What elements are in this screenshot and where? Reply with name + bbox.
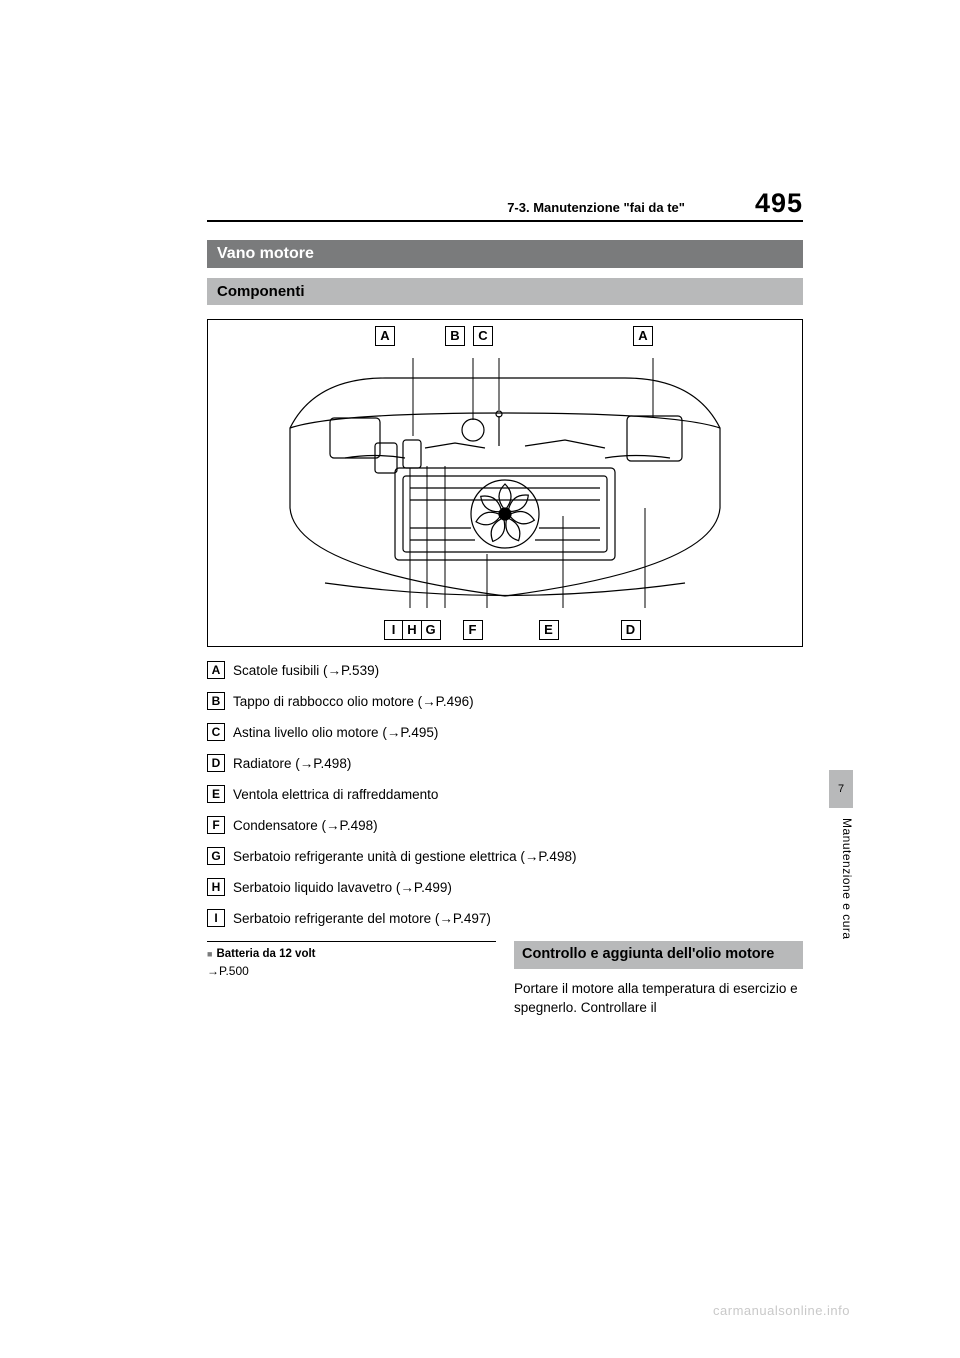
component-list: A Scatole fusibili (→P.539) B Tappo di rab… <box>207 661 803 927</box>
component-letter: C <box>207 723 225 741</box>
component-text: Condensatore (→P.498) <box>233 818 378 833</box>
engine-diagram-frame: A B C A <box>207 319 803 647</box>
component-text: Scatole fusibili (→P.539) <box>233 663 379 678</box>
diagram-label: A <box>633 326 653 346</box>
section-path: 7-3. Manutenzione "fai da te" <box>507 200 685 215</box>
diagram-bottom-labels: I H G F E D <box>263 620 747 640</box>
list-item: F Condensatore (→P.498) <box>207 816 803 834</box>
list-item: D Radiatore (→P.498) <box>207 754 803 772</box>
subsection-title-bar: Componenti <box>207 278 803 305</box>
component-text: Serbatoio liquido lavavetro (→P.499) <box>233 880 452 895</box>
component-letter: E <box>207 785 225 803</box>
component-text: Astina livello olio motore (→P.495) <box>233 725 438 740</box>
component-text: Ventola elettrica di raffreddamento <box>233 787 438 802</box>
right-column: Controllo e aggiunta dell'olio motore Po… <box>514 941 803 1018</box>
diagram-label: H <box>402 620 422 640</box>
list-item: E Ventola elettrica di raffreddamento <box>207 785 803 803</box>
diagram-label: D <box>621 620 641 640</box>
right-body-text: Portare il motore alla temperatura di es… <box>514 979 803 1018</box>
right-subsection-heading: Controllo e aggiunta dell'olio motore <box>514 941 803 969</box>
chapter-side-label: Manutenzione e cura <box>840 818 854 940</box>
component-letter: H <box>207 878 225 896</box>
diagram-label: C <box>473 326 493 346</box>
component-text: Serbatoio refrigerante unità di gestione… <box>233 849 576 864</box>
diagram-label: F <box>463 620 483 640</box>
component-letter: B <box>207 692 225 710</box>
engine-bay-illustration <box>263 358 747 608</box>
left-column: ■Batteria da 12 volt →P.500 <box>207 941 496 978</box>
component-letter: F <box>207 816 225 834</box>
component-letter: D <box>207 754 225 772</box>
diagram-top-labels: A B C A <box>263 326 747 346</box>
component-letter: G <box>207 847 225 865</box>
list-item: I Serbatoio refrigerante del motore (→P.4… <box>207 909 803 927</box>
diagram-label: G <box>421 620 441 640</box>
component-text: Tappo di rabbocco olio motore (→P.496) <box>233 694 474 709</box>
list-item: B Tappo di rabbocco olio motore (→P.496) <box>207 692 803 710</box>
diagram-label: E <box>539 620 559 640</box>
page-number: 495 <box>755 188 803 219</box>
list-item: A Scatole fusibili (→P.539) <box>207 661 803 679</box>
component-text: Radiatore (→P.498) <box>233 756 351 771</box>
component-letter: I <box>207 909 225 927</box>
diagram-label: B <box>445 326 465 346</box>
note-title: ■Batteria da 12 volt <box>207 948 496 960</box>
list-item: C Astina livello olio motore (→P.495) <box>207 723 803 741</box>
diagram-label: I <box>384 620 404 640</box>
section-title-bar: Vano motore <box>207 240 803 268</box>
component-text: Serbatoio refrigerante del motore (→P.49… <box>233 911 491 926</box>
note-body: →P.500 <box>207 964 496 978</box>
list-item: G Serbatoio refrigerante unità di gestion… <box>207 847 803 865</box>
diagram-label: A <box>375 326 395 346</box>
chapter-tab: 7 <box>829 770 853 808</box>
component-letter: A <box>207 661 225 679</box>
footer-brand: carmanualsonline.info <box>713 1303 850 1318</box>
list-item: H Serbatoio liquido lavavetro (→P.499) <box>207 878 803 896</box>
